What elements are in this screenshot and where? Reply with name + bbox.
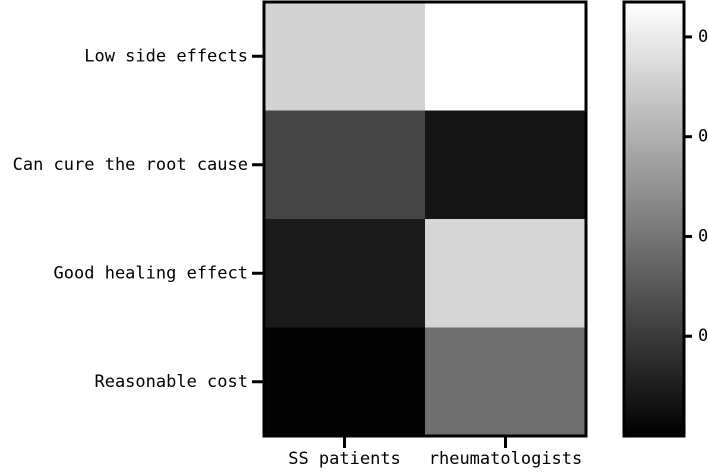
colorbar-tick-label: 0.4: [698, 226, 708, 246]
colorbar-tick-label: 0.8: [698, 27, 708, 47]
x-axis: SS patients rheumatologists: [288, 436, 582, 469]
y-tick-label: Reasonable cost: [94, 372, 248, 392]
x-tick-label: rheumatologists: [429, 449, 583, 469]
heatmap-cell: [264, 219, 426, 328]
heatmap-cell: [264, 2, 426, 111]
heatmap-cell: [264, 327, 426, 437]
y-axis: Low side effects Can cure the root cause G…: [13, 46, 264, 392]
heatmap-cell: [425, 2, 587, 111]
heatmap-cell: [425, 327, 587, 437]
colorbar-tick-label: 0.2: [698, 326, 708, 346]
colorbar: 0.2 0.4 0.6 0.8: [622, 0, 708, 438]
heatmap-cell: [425, 219, 587, 328]
plot-border: [262, 0, 588, 438]
heatmap-cell: [264, 110, 426, 220]
y-tick-label: Good healing effect: [54, 263, 248, 283]
heatmap-cell: [425, 110, 587, 220]
y-tick-label: Can cure the root cause: [13, 155, 248, 175]
y-tick-label: Low side effects: [84, 46, 248, 66]
colorbar-gradient: [622, 0, 686, 438]
colorbar-tick-label: 0.6: [698, 127, 708, 147]
heatmap-frame: [262, 0, 588, 438]
x-tick-label: SS patients: [288, 449, 401, 469]
heatmap-cells: [264, 2, 587, 437]
